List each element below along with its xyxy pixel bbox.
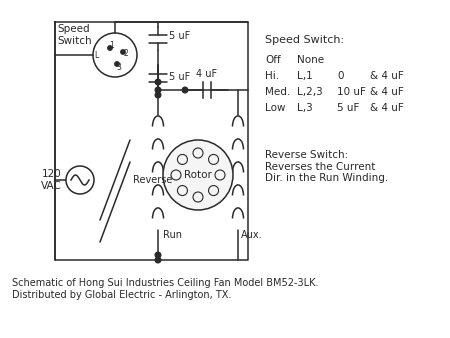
Text: Run: Run — [163, 230, 182, 240]
Circle shape — [155, 257, 161, 263]
Text: 5 uF: 5 uF — [337, 103, 360, 113]
Text: Rotor: Rotor — [184, 170, 212, 180]
Text: Speed
Switch: Speed Switch — [57, 24, 92, 46]
Text: Med.: Med. — [265, 87, 290, 97]
Text: 5 uF: 5 uF — [169, 31, 190, 41]
Text: 120
VAC: 120 VAC — [41, 169, 62, 191]
Circle shape — [163, 140, 233, 210]
Circle shape — [155, 252, 161, 258]
Circle shape — [177, 154, 188, 165]
Circle shape — [193, 148, 203, 158]
Circle shape — [182, 87, 188, 93]
Circle shape — [208, 186, 219, 196]
Text: L,2,3: L,2,3 — [297, 87, 323, 97]
Text: Speed Switch:: Speed Switch: — [265, 35, 344, 45]
Circle shape — [155, 87, 161, 93]
Text: L,1: L,1 — [297, 71, 313, 81]
Text: Schematic of Hong Sui Industries Ceiling Fan Model BM52-3LK.
Distributed by Glob: Schematic of Hong Sui Industries Ceiling… — [12, 278, 319, 299]
Text: 0: 0 — [337, 71, 343, 81]
Text: & 4 uF: & 4 uF — [370, 71, 404, 81]
Text: 10 uF: 10 uF — [337, 87, 366, 97]
Text: L,3: L,3 — [297, 103, 313, 113]
Text: Reverse Switch:
Reverses the Current
Dir. in the Run Winding.: Reverse Switch: Reverses the Current Dir… — [265, 150, 388, 183]
Text: & 4 uF: & 4 uF — [370, 103, 404, 113]
Circle shape — [155, 92, 161, 98]
Circle shape — [121, 50, 125, 54]
Circle shape — [115, 62, 119, 66]
Circle shape — [66, 166, 94, 194]
Text: Low: Low — [265, 103, 285, 113]
Text: 3: 3 — [117, 63, 122, 72]
Circle shape — [108, 46, 112, 50]
Text: Reverse: Reverse — [133, 175, 172, 185]
Text: None: None — [297, 55, 324, 65]
Text: Hi.: Hi. — [265, 71, 279, 81]
Circle shape — [171, 170, 181, 180]
Circle shape — [215, 170, 225, 180]
Circle shape — [177, 186, 188, 196]
Circle shape — [193, 192, 203, 202]
Text: 4 uF: 4 uF — [196, 69, 217, 79]
Circle shape — [155, 79, 161, 85]
Circle shape — [208, 154, 219, 165]
Text: Aux.: Aux. — [241, 230, 263, 240]
Text: 1: 1 — [110, 42, 114, 50]
Text: 5 uF: 5 uF — [169, 72, 190, 82]
Text: & 4 uF: & 4 uF — [370, 87, 404, 97]
Text: L: L — [94, 50, 98, 59]
Text: Off: Off — [265, 55, 281, 65]
Text: 2: 2 — [124, 49, 128, 58]
